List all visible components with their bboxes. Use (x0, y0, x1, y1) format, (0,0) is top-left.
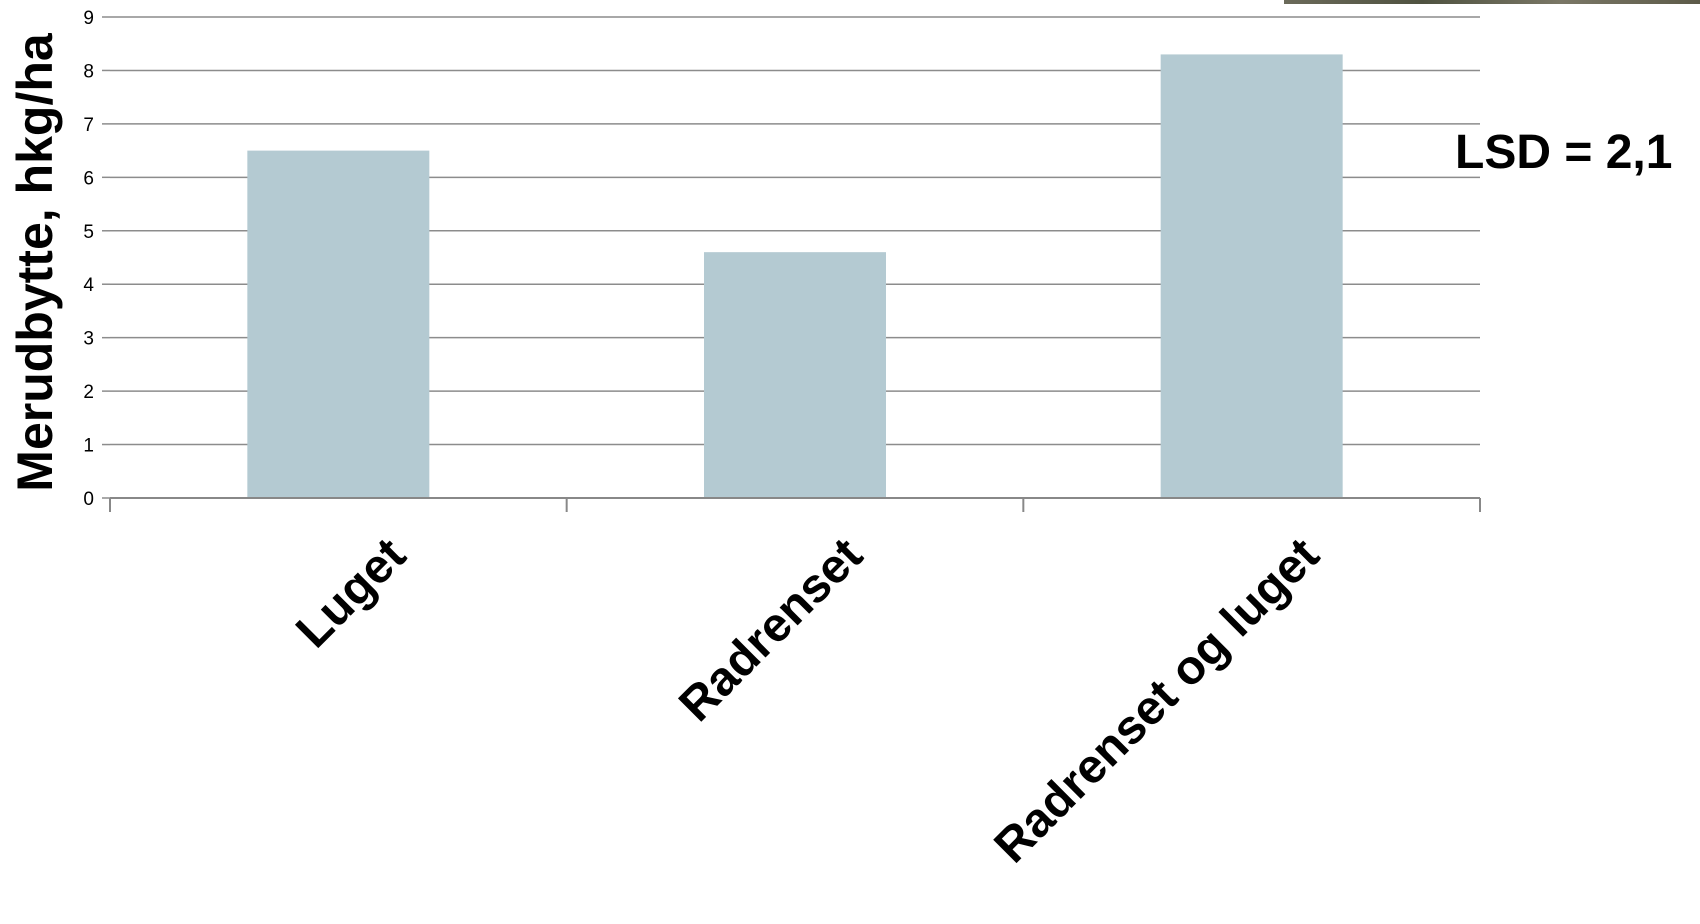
category-label-2: Radrenset og luget (985, 528, 1330, 873)
y-tick-label-2: 2 (83, 382, 94, 403)
category-label-1: Radrenset (669, 528, 872, 731)
axes (109, 497, 1481, 512)
y-tick-label-7: 7 (83, 115, 94, 136)
y-tick-label-4: 4 (83, 275, 94, 296)
bar-0 (247, 150, 430, 498)
y-tick-label-3: 3 (83, 329, 94, 350)
category-label-0: Luget (286, 528, 416, 658)
bar-2 (1160, 54, 1343, 499)
bar-1 (704, 252, 886, 498)
y-tick-label-5: 5 (83, 222, 94, 243)
y-tick-label-1: 1 (83, 436, 94, 457)
lsd-annotation: LSD = 2,1 (1455, 126, 1672, 179)
photo-edge (1284, 0, 1700, 4)
category-labels: Luget Radrenset Radrenset og luget (286, 528, 1329, 873)
bars (247, 54, 1343, 499)
y-tick-label-9: 9 (83, 8, 94, 29)
y-axis-label: Merudbytte, hkg/ha (7, 32, 63, 492)
y-tick-label-0: 0 (83, 489, 94, 510)
y-tick-label-8: 8 (83, 61, 94, 82)
y-tick-label-6: 6 (83, 168, 94, 189)
y-tick-labels: 0 1 2 3 4 5 6 7 8 9 (83, 8, 110, 510)
